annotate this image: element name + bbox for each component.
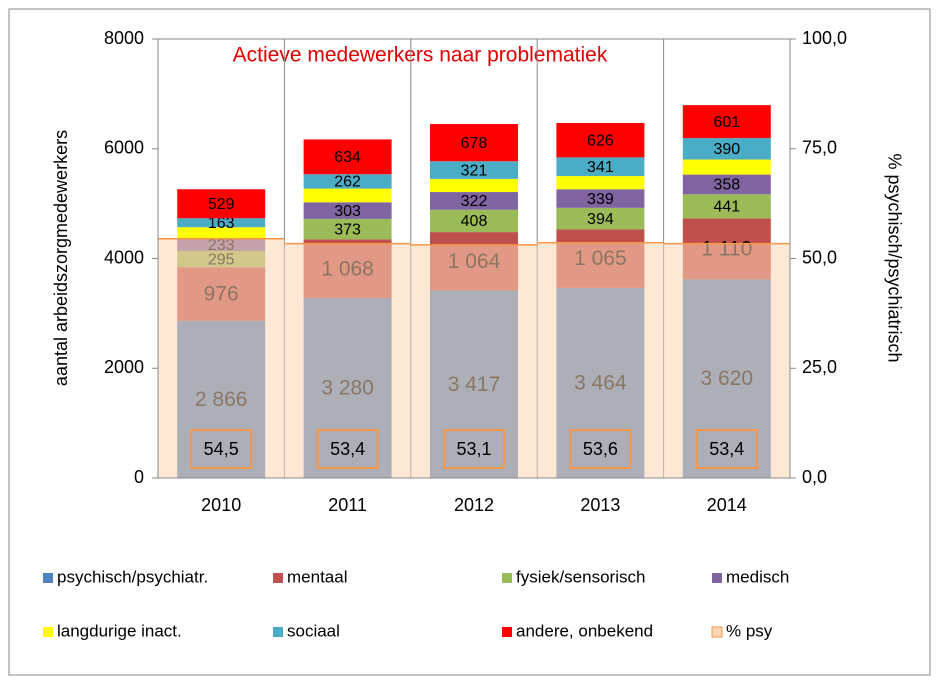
bar-segment (682, 194, 771, 219)
data-label: 303 (334, 203, 361, 220)
legend-label: psychisch/psychiatr. (57, 567, 208, 586)
data-label: 163 (208, 215, 235, 232)
data-label: 394 (587, 211, 614, 228)
legend-label: langdurige inact. (57, 621, 182, 640)
legend-label: mentaal (287, 567, 347, 586)
chart-title: Actieve medewerkers naar problematiek (233, 44, 608, 67)
legend-label: andere, onbekend (516, 621, 653, 640)
area-band (284, 243, 411, 478)
legend-swatch (711, 626, 723, 638)
x-tick-label: 2013 (580, 495, 620, 515)
bar-segment (682, 174, 771, 195)
bar-segment (556, 123, 645, 158)
bar-segment (177, 227, 266, 239)
y2-tick-label: 25,0 (802, 357, 837, 377)
area-band (663, 243, 790, 478)
y-tick-label: 4000 (104, 247, 144, 267)
data-label: 408 (461, 213, 488, 230)
y2-tick-label: 100,0 (802, 28, 847, 48)
label-box (443, 429, 505, 469)
x-tick-label: 2011 (328, 495, 367, 515)
y-axis-title: aantal arbeidszorgmedewerkers (51, 130, 71, 386)
bar-segment (303, 218, 392, 240)
data-label: 262 (334, 174, 361, 191)
data-label: 634 (334, 149, 361, 166)
bar-segment (430, 192, 518, 210)
plot-border (157, 38, 791, 479)
area-band (158, 238, 285, 478)
bar-segment (682, 159, 771, 175)
x-tick-label: 2010 (201, 495, 241, 515)
data-label: 441 (713, 199, 740, 216)
data-label: 54,5 (204, 439, 239, 459)
y-tick-label: 8000 (104, 28, 144, 48)
data-label: 53,4 (709, 439, 744, 459)
data-label: 601 (713, 114, 740, 131)
data-label: 358 (713, 177, 740, 194)
bar-segment (303, 174, 392, 189)
bar-segment (430, 124, 518, 162)
legend-swatch (502, 627, 512, 637)
bar-segment (303, 188, 392, 203)
y2-tick-label: 0,0 (802, 467, 827, 487)
bar-segment (682, 138, 771, 160)
data-label: 678 (461, 135, 488, 152)
data-label: 322 (461, 193, 488, 210)
bar-segment (682, 105, 771, 139)
legend-swatch (43, 627, 53, 637)
bar-segment (177, 218, 266, 228)
y-tick-label: 6000 (104, 138, 144, 158)
bar-segment (430, 161, 518, 179)
y2-tick-label: 50,0 (802, 247, 837, 267)
data-label: 53,4 (330, 439, 365, 459)
area-band (537, 242, 664, 478)
x-tick-label: 2012 (454, 495, 494, 515)
data-label: 339 (587, 191, 614, 208)
legend-label: sociaal (287, 621, 340, 640)
y2-tick-label: 75,0 (802, 138, 837, 158)
bar-segment (177, 189, 266, 219)
bar-segment (303, 139, 392, 175)
data-label: 53,1 (456, 439, 491, 459)
area-band (410, 244, 538, 478)
legend-swatch (273, 573, 283, 583)
data-label: 321 (461, 162, 488, 179)
legend-label: medisch (726, 567, 789, 586)
data-label: 626 (587, 132, 614, 149)
legend-swatch (43, 573, 53, 583)
bar-segment (430, 178, 518, 193)
data-label: 529 (208, 196, 235, 213)
bar-segment (556, 157, 645, 177)
legend-swatch (712, 573, 722, 583)
y-tick-label: 0 (134, 467, 144, 487)
label-box (316, 429, 379, 469)
y-tick-label: 2000 (104, 357, 144, 377)
bar-segment (556, 207, 645, 230)
legend-swatch (502, 573, 512, 583)
data-label: 373 (334, 221, 361, 238)
bar-segment (430, 209, 518, 233)
label-box (569, 429, 632, 469)
y2-axis-title: % psychisch/psychiatrisch (884, 153, 904, 362)
label-box (190, 429, 253, 469)
legend-label: % psy (726, 621, 773, 640)
label-box (695, 429, 758, 469)
bar-segment (556, 176, 645, 190)
legend-label: fysiek/sensorisch (516, 567, 645, 586)
bar-segment (303, 202, 392, 219)
data-label: 390 (713, 141, 740, 158)
x-tick-label: 2014 (707, 495, 747, 515)
legend-swatch (273, 627, 283, 637)
data-label: 53,6 (583, 439, 618, 459)
data-label: 341 (587, 159, 614, 176)
bar-segment (556, 189, 645, 208)
